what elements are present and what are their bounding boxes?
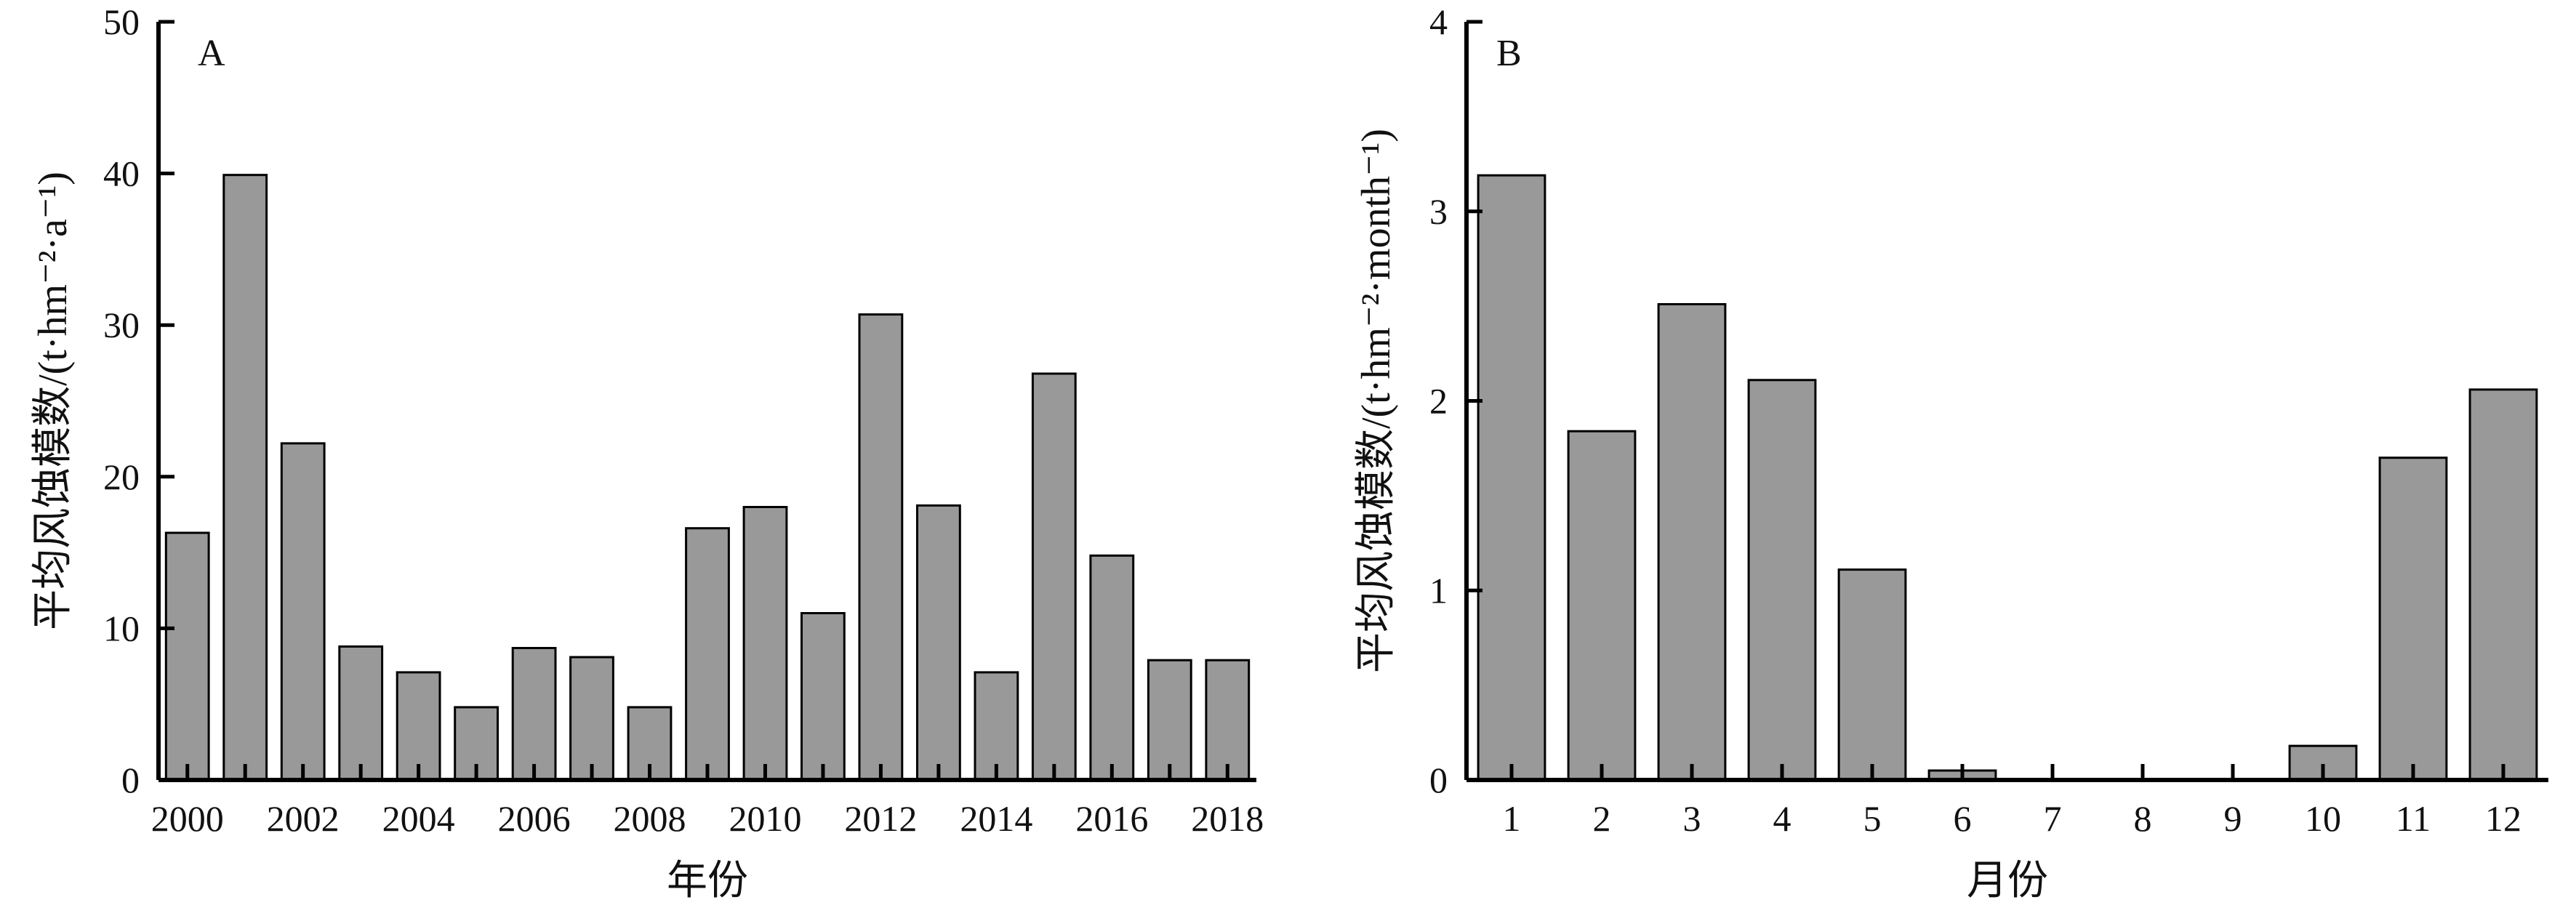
x-tick-label-b-7: 7 — [2044, 798, 2062, 839]
bar-b-11 — [2378, 456, 2448, 781]
y-tick-label-a-20: 20 — [103, 456, 140, 497]
x-tick-label-a-2010: 2010 — [729, 798, 801, 839]
y-tick-label-b-0: 0 — [1429, 760, 1448, 800]
bar-a-2016 — [1089, 554, 1135, 781]
x-tick-label-b-6: 6 — [1954, 798, 1972, 839]
bar-a-2009 — [685, 527, 730, 781]
x-tick-label-a-2012: 2012 — [844, 798, 917, 839]
x-tick-label-a-2014: 2014 — [960, 798, 1032, 839]
x-tick-label-a-2000: 2000 — [151, 798, 224, 839]
bar-b-2 — [1567, 430, 1637, 781]
bar-a-2017 — [1147, 659, 1192, 781]
bar-a-2014 — [974, 671, 1019, 781]
bar-a-2002 — [280, 442, 326, 781]
y-tick-label-a-40: 40 — [103, 153, 140, 194]
bar-a-2001 — [222, 174, 268, 781]
x-tick-label-b-12: 12 — [2485, 798, 2521, 839]
x-tick-label-b-5: 5 — [1863, 798, 1882, 839]
y-tick-label-b-4: 4 — [1429, 1, 1448, 42]
chart-panel-a: 0 10 20 30 40 50 2000 2002 2004 2006 2008 2010 2012 2… — [31, 1, 1264, 904]
bar-a-2003 — [338, 645, 384, 781]
x-tick-label-b-9: 9 — [2224, 798, 2242, 839]
x-tick-label-b-1: 1 — [1503, 798, 1521, 839]
bar-b-1 — [1477, 174, 1546, 781]
x-tick-label-a-2006: 2006 — [498, 798, 571, 839]
y-tick-label-a-30: 30 — [103, 305, 140, 345]
x-tick-label-b-11: 11 — [2396, 798, 2431, 839]
bar-b-3 — [1657, 303, 1727, 781]
bar-a-2010 — [742, 506, 788, 781]
x-tick-label-a-2008: 2008 — [614, 798, 686, 839]
x-tick-label-b-2: 2 — [1593, 798, 1611, 839]
bar-a-2015 — [1031, 372, 1077, 781]
bar-a-2012 — [858, 313, 904, 781]
x-tick-label-a-2004: 2004 — [382, 798, 455, 839]
bars-b — [1477, 174, 2538, 781]
x-axis-label-b: 月份 — [1967, 858, 2048, 904]
y-tick-label-b-1: 1 — [1429, 570, 1448, 611]
y-tick-label-b-3: 3 — [1429, 191, 1448, 232]
x-tick-label-a-2002: 2002 — [267, 798, 340, 839]
y-tick-label-a-10: 10 — [103, 608, 140, 648]
bar-a-2000 — [164, 531, 210, 781]
x-tick-label-b-8: 8 — [2134, 798, 2152, 839]
x-tick-label-a-2018: 2018 — [1191, 798, 1264, 839]
bar-a-2004 — [396, 671, 441, 781]
bar-a-2013 — [916, 504, 961, 781]
bar-a-2006 — [511, 647, 557, 781]
bar-b-4 — [1747, 379, 1817, 781]
bar-b-5 — [1837, 568, 1907, 781]
x-tick-label-b-3: 3 — [1683, 798, 1701, 839]
x-tick-label-b-10: 10 — [2305, 798, 2341, 839]
y-tick-label-a-50: 50 — [103, 1, 140, 42]
bar-b-12 — [2468, 388, 2538, 781]
x-tick-label-a-2016: 2016 — [1075, 798, 1148, 839]
y-axis-label-a: 平均风蚀模数/(t·hm⁻²·a⁻¹) — [31, 172, 76, 630]
bar-a-2011 — [801, 612, 846, 781]
y-tick-label-a-0: 0 — [121, 760, 140, 800]
x-axis-label-a: 年份 — [667, 858, 748, 904]
bars-a — [164, 174, 1251, 781]
axes-a: 0 10 20 30 40 50 2000 2002 2004 2006 2008 2010 2012 2… — [103, 1, 1264, 839]
panel-label-b: B — [1496, 33, 1522, 74]
panel-label-a: A — [198, 33, 225, 74]
bar-a-2018 — [1205, 659, 1251, 781]
bar-a-2007 — [569, 656, 614, 781]
x-tick-label-b-4: 4 — [1773, 798, 1791, 839]
y-tick-label-b-2: 2 — [1429, 381, 1448, 422]
y-axis-label-b: 平均风蚀模数/(t·hm⁻²·month⁻¹) — [1354, 129, 1399, 673]
